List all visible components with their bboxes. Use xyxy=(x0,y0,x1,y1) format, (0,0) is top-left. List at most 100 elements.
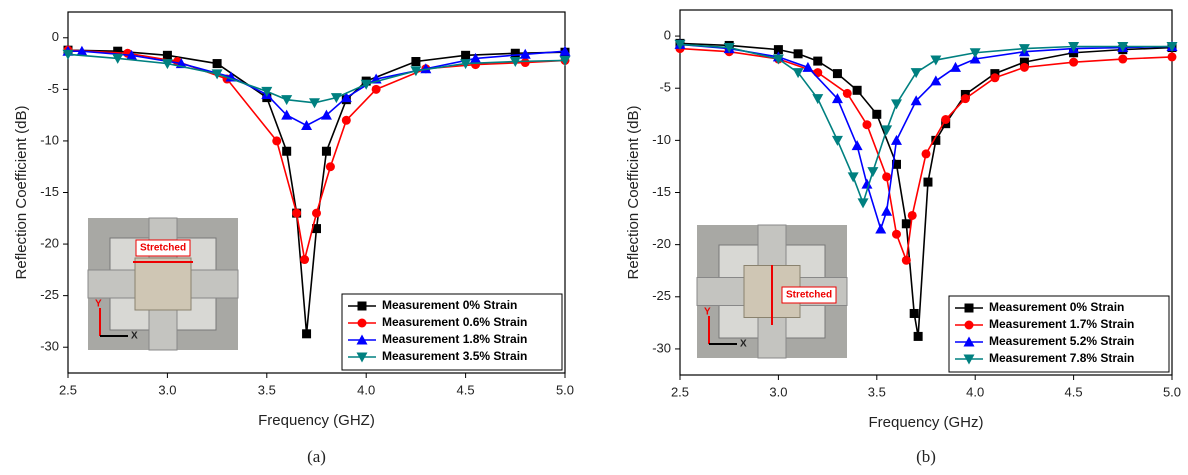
marker xyxy=(941,115,951,124)
legend-box xyxy=(341,293,563,371)
y-tick-label: -5 xyxy=(47,81,59,96)
y-tick-label: -20 xyxy=(652,236,671,251)
marker xyxy=(1018,44,1030,55)
marker xyxy=(357,301,367,311)
marker xyxy=(371,84,381,94)
marker xyxy=(847,172,859,183)
marker xyxy=(931,135,941,145)
series-line xyxy=(67,53,566,104)
axis-letter: Y xyxy=(95,299,102,310)
y-tick-label: -10 xyxy=(40,132,59,147)
marker xyxy=(921,149,931,159)
marker xyxy=(510,48,520,58)
marker xyxy=(309,98,321,109)
marker xyxy=(312,224,321,234)
marker xyxy=(901,219,911,229)
stretch-label-box xyxy=(135,239,191,257)
x-tick-label: 4.0 xyxy=(357,382,375,397)
x-tick-label: 2.5 xyxy=(59,382,77,397)
x-tick-label: 5.0 xyxy=(1163,384,1181,399)
marker xyxy=(990,73,1000,83)
marker xyxy=(301,119,313,130)
marker xyxy=(882,172,892,182)
y-tick-label: -15 xyxy=(652,184,671,199)
marker xyxy=(411,57,421,67)
series-line xyxy=(67,49,566,334)
y-tick-label: 0 xyxy=(664,28,671,43)
y-axis-title: Reflection Coefficient (dB) xyxy=(625,106,642,280)
marker xyxy=(910,95,922,106)
x-tick-label: 4.5 xyxy=(457,382,475,397)
marker xyxy=(723,43,735,54)
inset-photo: Y X Stretched xyxy=(696,224,848,359)
marker xyxy=(852,85,862,95)
marker xyxy=(901,255,911,265)
marker xyxy=(520,58,530,68)
x-tick-label: 4.5 xyxy=(1065,384,1083,399)
marker xyxy=(960,94,970,104)
marker xyxy=(162,50,172,60)
marker xyxy=(861,178,873,189)
marker xyxy=(281,95,293,106)
marker xyxy=(872,109,882,119)
marker xyxy=(212,59,222,69)
marker xyxy=(890,134,902,145)
marker xyxy=(1019,57,1029,67)
marker xyxy=(812,94,824,105)
marker xyxy=(559,55,571,66)
stretch-label: Stretched xyxy=(140,243,186,254)
marker xyxy=(302,329,312,339)
x-tick-label: 3.0 xyxy=(769,384,787,399)
sample xyxy=(134,257,192,311)
y-tick-label: -30 xyxy=(652,340,671,355)
marker xyxy=(261,86,273,97)
marker xyxy=(792,68,804,79)
stretch-label: Stretched xyxy=(786,290,832,301)
marker xyxy=(461,50,471,60)
series-line xyxy=(679,43,1173,232)
marker xyxy=(420,63,432,74)
axis-letter: X xyxy=(131,331,138,342)
x-tick-label: 2.5 xyxy=(671,384,689,399)
legend-label: Measurement 0% Strain xyxy=(382,298,517,312)
y-tick-label: -10 xyxy=(652,132,671,147)
marker xyxy=(519,48,531,59)
marker xyxy=(509,57,521,68)
marker xyxy=(907,210,917,220)
y-axis-title: Reflection Coefficient (dB) xyxy=(13,106,30,280)
marker xyxy=(410,66,422,77)
marker xyxy=(112,53,124,64)
marker xyxy=(913,331,923,341)
marker xyxy=(330,93,342,104)
x-tick-label: 3.0 xyxy=(158,382,176,397)
marker xyxy=(300,255,310,265)
marker xyxy=(910,68,922,79)
marker xyxy=(282,146,292,156)
marker xyxy=(1166,42,1178,52)
chart-panel: 2.5 3.0 3.5 4.0 4.5 5.0 0 -5 -10 -15 -20 -25 -30 Freq… xyxy=(625,9,1181,466)
caption: (b) xyxy=(916,447,936,466)
marker xyxy=(113,46,123,56)
y-tick-label: -20 xyxy=(40,236,59,251)
marker xyxy=(1069,57,1079,67)
marker xyxy=(842,88,852,98)
marker xyxy=(357,318,367,328)
legend-label: Measurement 1.7% Strain xyxy=(989,317,1134,331)
x-axis-title: Frequency (GHz) xyxy=(868,414,983,431)
marker xyxy=(1118,54,1128,64)
legend-label: Measurement 7.8% Strain xyxy=(989,351,1134,365)
marker xyxy=(813,68,823,78)
marker xyxy=(1019,62,1029,72)
marker xyxy=(891,229,901,239)
marker xyxy=(862,120,872,130)
marker xyxy=(62,49,74,60)
marker xyxy=(460,59,472,70)
marker xyxy=(851,140,863,151)
marker xyxy=(923,177,933,187)
marker xyxy=(211,69,223,80)
marker xyxy=(1167,52,1177,62)
x-tick-label: 5.0 xyxy=(556,382,574,397)
y-tick-label: -25 xyxy=(40,287,59,302)
stretch-label-box xyxy=(781,286,837,304)
marker xyxy=(963,354,975,365)
